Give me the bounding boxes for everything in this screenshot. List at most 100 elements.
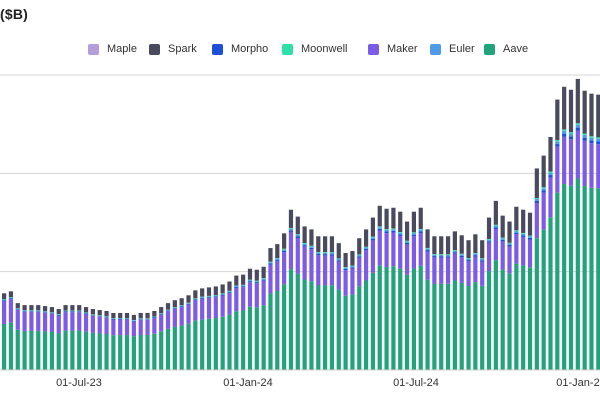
bar-segment-euler	[295, 234, 300, 237]
bar-segment-morpho	[445, 256, 451, 258]
bar-segment-spark	[486, 217, 492, 239]
bar-segment-morpho	[439, 256, 444, 258]
bar-segment-euler	[582, 134, 587, 138]
bar-segment-morpho	[254, 282, 259, 284]
legend-item-maple[interactable]: Maple	[88, 41, 137, 57]
bar-segment-euler	[507, 243, 512, 245]
bar-segment-spark	[29, 305, 34, 311]
bar-segment-maker	[29, 311, 34, 331]
bar-segment-euler	[309, 246, 314, 248]
bar-segment-spark	[309, 229, 314, 246]
legend-item-maker[interactable]: Maker	[368, 41, 418, 57]
bar-segment-moonwell	[575, 123, 580, 125]
bar-segment-moonwell	[411, 232, 416, 234]
bar-segment-aave	[111, 335, 116, 370]
bar-segment-euler	[418, 229, 423, 232]
bar-segment-moonwell	[480, 258, 485, 259]
bar-segment-euler	[124, 318, 130, 320]
bar-segment-spark	[193, 290, 198, 299]
bar-segment-maker	[452, 253, 457, 281]
bar-segment-aave	[398, 268, 403, 370]
bar-segment-maker	[493, 228, 498, 261]
bar-segment-morpho	[323, 254, 328, 256]
bar-segment-spark	[111, 312, 116, 319]
bar-segment-morpho	[29, 311, 34, 312]
bar-segment-morpho	[15, 309, 20, 310]
bar-segment-euler	[104, 316, 109, 318]
legend-label: Euler	[449, 43, 475, 55]
bar-segment-spark	[261, 266, 266, 279]
bar-segment-spark	[22, 305, 27, 311]
legend-item-euler[interactable]: Euler	[430, 41, 475, 57]
bar-segment-euler	[568, 133, 574, 137]
bar-segment-maker	[596, 144, 600, 189]
bar-segment-spark	[596, 94, 600, 138]
bar-segment-morpho	[370, 238, 376, 241]
bar-segment-euler	[514, 231, 519, 233]
bar-segment-aave	[575, 178, 580, 370]
legend-item-aave[interactable]: Aave	[484, 41, 528, 57]
bar-segment-euler	[90, 314, 95, 316]
bar-segment-spark	[398, 211, 403, 232]
bar-30	[206, 287, 212, 370]
bar-0	[2, 293, 7, 370]
bar-segment-euler	[254, 281, 259, 283]
bar-segment-aave	[452, 280, 457, 370]
bar-segment-aave	[336, 289, 341, 370]
bar-52	[357, 238, 362, 370]
bar-segment-spark	[77, 305, 82, 311]
bar-56	[384, 208, 389, 370]
bar-segment-euler	[329, 252, 335, 255]
bar-segment-maker	[90, 315, 95, 333]
bar-65	[445, 236, 451, 370]
bar-segment-maker	[77, 312, 82, 331]
bar-segment-aave	[548, 217, 553, 370]
bar-segment-aave	[8, 322, 14, 370]
bar-segment-spark	[70, 305, 75, 311]
bar-segment-aave	[370, 272, 376, 370]
bar-24	[165, 303, 171, 370]
bar-segment-maker	[15, 309, 20, 330]
bar-69	[473, 234, 478, 370]
bar-segment-maker	[486, 242, 492, 272]
bar-segment-euler	[473, 253, 478, 256]
bar-segment-moonwell	[521, 232, 526, 234]
bar-segment-moonwell	[343, 267, 348, 268]
bar-segment-maker	[42, 312, 48, 332]
bar-segment-euler	[241, 285, 246, 287]
bar-segment-euler	[118, 318, 123, 319]
bar-segment-euler	[445, 254, 451, 257]
bar-segment-morpho	[77, 311, 82, 313]
bar-segment-aave	[213, 318, 218, 370]
bar-segment-euler	[42, 311, 48, 313]
bar-segment-morpho	[186, 303, 191, 305]
bar-segment-aave	[186, 323, 191, 370]
bar-segment-aave	[206, 318, 212, 370]
legend-item-spark[interactable]: Spark	[149, 41, 197, 57]
bar-segment-aave	[138, 334, 143, 370]
bar-segment-maker	[548, 177, 553, 218]
bar-segment-spark	[391, 207, 396, 229]
bar-segment-maker	[295, 238, 300, 274]
bar-15	[104, 311, 109, 370]
bar-segment-spark	[295, 216, 300, 235]
bar-segment-moonwell	[459, 253, 464, 255]
bar-segment-euler	[493, 225, 498, 228]
bar-segment-aave	[323, 285, 328, 370]
legend-label: Morpho	[231, 43, 269, 55]
bar-33	[227, 281, 232, 370]
bar-segment-maker	[514, 234, 519, 264]
legend-item-morpho[interactable]: Morpho	[212, 41, 268, 57]
bar-segment-spark	[227, 281, 232, 291]
bar-segment-morpho	[159, 314, 164, 315]
legend-item-moonwell[interactable]: Moonwell	[282, 41, 347, 57]
bar-segment-morpho	[589, 140, 594, 144]
bar-segment-aave	[596, 188, 600, 370]
bar-segment-moonwell	[445, 254, 451, 255]
bar-segment-maker	[398, 235, 403, 269]
bar-segment-aave	[439, 283, 444, 370]
bar-segment-moonwell	[562, 129, 567, 131]
bar-segment-spark	[459, 235, 464, 254]
bar-segment-aave	[275, 291, 280, 370]
bar-31	[213, 286, 218, 370]
